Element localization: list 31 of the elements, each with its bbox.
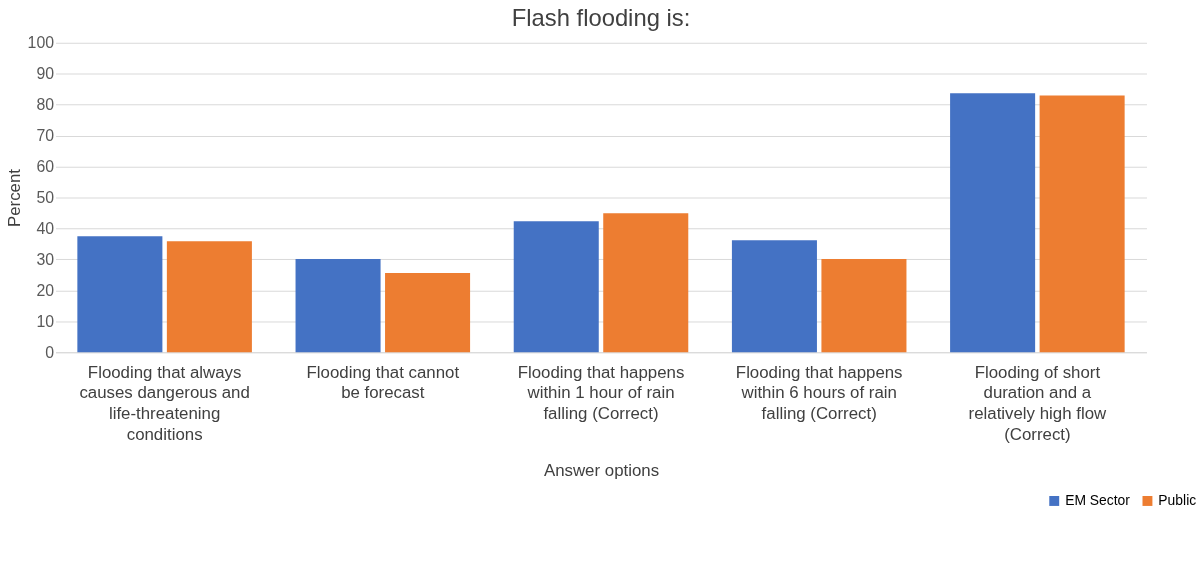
bar (821, 259, 907, 353)
legend-label: EM Sector (1065, 491, 1131, 508)
bar (385, 273, 471, 353)
y-tick-label: 90 (36, 65, 55, 83)
x-tick-label: Flooding of short duration and a relatively high flow (Correct) (968, 362, 1108, 444)
x-axis-title: Answer options (543, 460, 660, 480)
y-tick-label: 60 (36, 158, 55, 176)
y-tick-label: 80 (36, 96, 55, 114)
y-tick-label: 30 (36, 250, 55, 268)
bar (295, 259, 381, 353)
x-tick-label: Flooding that happens within 6 hours of rain falling (Correct) (735, 362, 903, 424)
bar (731, 240, 817, 353)
bar (513, 221, 599, 353)
y-tick-label: 20 (36, 281, 55, 299)
x-tick-label: Flooding that always causes dangerous and life-threatening conditions (79, 362, 250, 444)
chart-title: Flash flooding is: (511, 3, 691, 31)
y-tick-label: 100 (27, 34, 55, 52)
y-tick-label: 10 (36, 312, 55, 330)
y-tick-label: 50 (36, 188, 55, 206)
x-tick-label: Flooding that happens within 1 hour of rain falling (Correct) (517, 362, 685, 424)
y-axis-title: Percent (4, 168, 24, 228)
bar (166, 241, 252, 353)
y-tick-label: 0 (45, 343, 55, 361)
y-tick-label: 70 (36, 127, 55, 145)
x-tick-label: Flooding that cannot be forecast (306, 362, 460, 403)
bar (950, 93, 1036, 353)
legend-label: Public (1158, 491, 1197, 508)
bar (77, 236, 163, 353)
bar (1039, 95, 1125, 353)
bar (603, 213, 689, 353)
y-tick-label: 40 (36, 219, 55, 237)
